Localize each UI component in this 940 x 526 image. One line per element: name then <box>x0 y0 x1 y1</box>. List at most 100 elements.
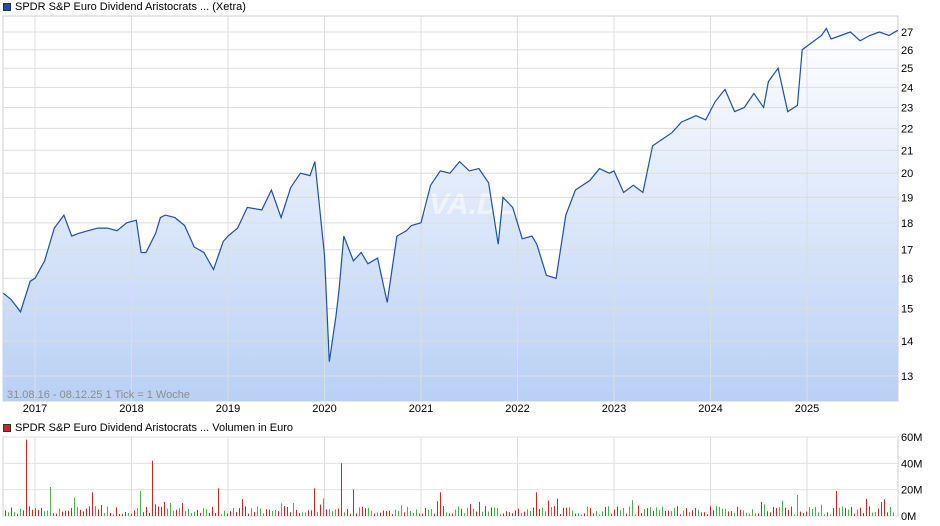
volume-bar <box>161 506 162 516</box>
volume-bar <box>68 510 69 516</box>
volume-bar <box>137 508 138 516</box>
volume-bar <box>845 508 846 516</box>
volume-bar <box>287 506 288 516</box>
volume-bar <box>386 511 387 516</box>
volume-bar <box>191 512 192 516</box>
volume-bar <box>860 507 861 516</box>
price-y-tick-label: 13 <box>901 371 913 383</box>
volume-bar <box>761 501 762 516</box>
volume-bar <box>473 508 474 516</box>
volume-bar <box>593 513 594 516</box>
volume-bar <box>380 512 381 516</box>
volume-bar <box>332 511 333 516</box>
volume-bar <box>452 513 453 516</box>
volume-bar <box>260 508 261 516</box>
volume-bar <box>833 508 834 516</box>
volume-bar <box>419 513 420 516</box>
x-tick-label: 2021 <box>409 403 433 415</box>
volume-bar <box>887 512 888 516</box>
volume-bar <box>44 511 45 516</box>
volume-bar <box>869 506 870 516</box>
volume-bar <box>602 511 603 516</box>
volume-bar <box>347 509 348 516</box>
volume-bar <box>257 506 258 516</box>
volume-bar <box>599 514 600 516</box>
volume-bar <box>794 514 795 516</box>
volume-bar <box>635 514 636 516</box>
volume-bar <box>704 512 705 516</box>
price-y-tick-label: 25 <box>901 63 913 75</box>
volume-bar <box>683 510 684 516</box>
volume-bar <box>296 509 297 516</box>
volume-bar <box>470 503 471 516</box>
volume-bar <box>464 513 465 516</box>
volume-bar <box>23 510 24 516</box>
volume-bar <box>734 512 735 516</box>
volume-bar <box>659 509 660 516</box>
volume-bar <box>263 513 264 516</box>
volume-bar <box>677 506 678 516</box>
volume-bar <box>140 490 141 516</box>
volume-bar <box>767 511 768 516</box>
volume-bar <box>698 509 699 516</box>
volume-plot-frame <box>2 436 899 517</box>
volume-y-tick-label: 40M <box>901 458 922 470</box>
volume-bar <box>416 509 417 516</box>
volume-bar <box>533 507 534 516</box>
volume-bar <box>371 510 372 516</box>
price-legend: SPDR S&P Euro Dividend Aristocrats ... (… <box>3 0 246 14</box>
volume-bar <box>356 513 357 516</box>
volume-bar <box>530 511 531 516</box>
volume-bar <box>95 506 96 516</box>
volume-bar <box>818 512 819 516</box>
volume-bar <box>722 508 723 516</box>
x-tick-label: 2017 <box>23 403 47 415</box>
volume-bar <box>731 511 732 516</box>
volume-bar <box>272 511 273 516</box>
volume-bar <box>782 500 783 516</box>
volume-bar <box>239 508 240 516</box>
volume-legend-label: SPDR S&P Euro Dividend Aristocrats ... V… <box>15 422 293 434</box>
volume-bar <box>638 505 639 516</box>
price-y-tick-label: 18 <box>901 218 913 230</box>
volume-bar <box>839 507 840 516</box>
price-y-tick-label: 27 <box>901 27 913 39</box>
volume-bar <box>620 510 621 516</box>
volume-bar <box>182 503 183 516</box>
volume-bar <box>548 500 549 516</box>
volume-bar <box>206 509 207 516</box>
volume-bar <box>884 499 885 516</box>
volume-bar <box>524 511 525 516</box>
volume-bar <box>173 510 174 516</box>
volume-bar <box>176 509 177 516</box>
volume-legend-swatch <box>3 424 11 432</box>
volume-bar <box>146 506 147 516</box>
x-tick-label: 2020 <box>312 403 336 415</box>
volume-bar <box>281 503 282 516</box>
volume-bar <box>338 508 339 516</box>
volume-legend: SPDR S&P Euro Dividend Aristocrats ... V… <box>3 421 293 435</box>
volume-bar <box>125 511 126 516</box>
volume-bar <box>164 501 165 516</box>
volume-bar <box>773 506 774 516</box>
volume-bar <box>185 511 186 516</box>
volume-bar <box>632 500 633 516</box>
volume-bar <box>413 512 414 516</box>
volume-bar <box>653 510 654 516</box>
volume-bar <box>743 510 744 516</box>
volume-bar <box>209 512 210 516</box>
volume-bar <box>221 514 222 516</box>
volume-bar <box>641 513 642 516</box>
volume-bar <box>713 510 714 516</box>
volume-bar <box>410 510 411 516</box>
volume-bar <box>116 507 117 516</box>
price-line <box>3 27 898 362</box>
volume-bar <box>827 512 828 516</box>
volume-bar <box>668 510 669 516</box>
volume-bar <box>482 511 483 516</box>
volume-bar <box>197 510 198 516</box>
volume-bar <box>14 512 15 516</box>
volume-bar <box>59 508 60 516</box>
volume-bar <box>680 514 681 516</box>
